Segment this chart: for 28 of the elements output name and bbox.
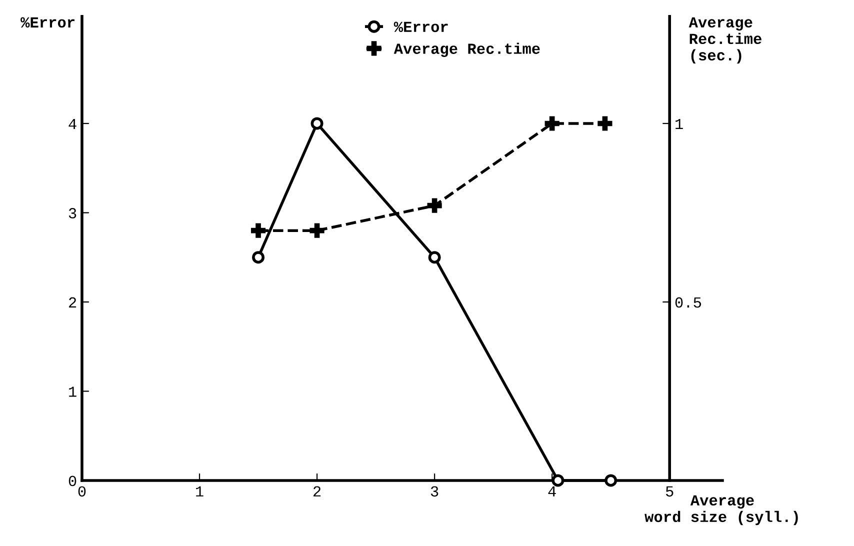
x-tick-label: 1 bbox=[196, 486, 204, 496]
y2-tick-label: 1 bbox=[676, 118, 683, 130]
x-tick-label: 5 bbox=[666, 486, 674, 497]
point bbox=[310, 117, 324, 130]
point bbox=[598, 116, 612, 131]
y-axis-title: %Error bbox=[20, 17, 74, 28]
y-tick-label: 1 bbox=[69, 386, 76, 397]
x-tick-label: 3 bbox=[430, 486, 438, 497]
x-axis-title: Average word size (syll.) bbox=[644, 495, 798, 526]
point bbox=[310, 223, 324, 238]
x-tick-label: 2 bbox=[314, 486, 321, 496]
y-tick-label: 3 bbox=[68, 208, 76, 218]
point bbox=[552, 474, 564, 487]
x-tick-label: 4 bbox=[548, 486, 556, 496]
legend-label: %Error bbox=[394, 22, 448, 32]
y2-axis-title: Average Rec.time (sec.) bbox=[688, 17, 762, 64]
y-tick-label: 0 bbox=[68, 476, 76, 486]
y-tick-label: 2 bbox=[69, 297, 76, 308]
legend-label: Average Rec.time bbox=[394, 42, 540, 58]
x-tick-label: 0 bbox=[78, 486, 86, 497]
y-tick-label: 4 bbox=[68, 118, 76, 130]
point bbox=[252, 251, 265, 264]
point bbox=[544, 116, 560, 131]
y2-tick-label: 0.5 bbox=[675, 297, 701, 308]
point bbox=[427, 198, 442, 213]
point bbox=[428, 251, 441, 264]
point bbox=[250, 223, 266, 238]
point bbox=[604, 474, 618, 487]
